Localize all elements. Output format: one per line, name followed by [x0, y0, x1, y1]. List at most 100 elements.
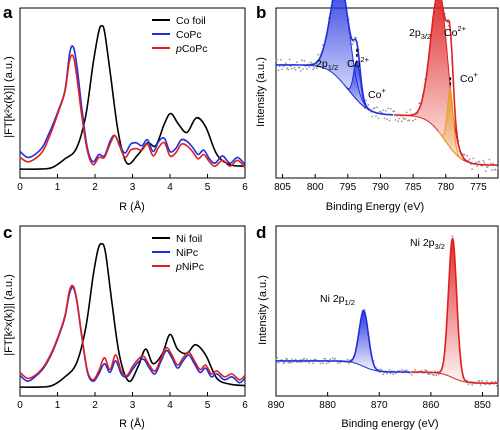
panel-d-xtick-label: 890 — [268, 400, 285, 411]
panel-b-data-point — [490, 169, 493, 171]
panel-d-peak-component — [435, 237, 470, 384]
panel-b-data-point — [486, 166, 488, 169]
panel-b-data-point — [489, 162, 492, 165]
panel-b-ylabel: Intensity (a.u.) — [255, 57, 267, 127]
panel-d-data-point — [346, 358, 349, 361]
panel-d-data-point — [405, 369, 408, 372]
annotation-co-plus-right: Co+ — [460, 70, 478, 85]
panel-b-data-point — [405, 111, 408, 114]
panel-b-data-point — [355, 36, 358, 39]
panel-d-data-point — [314, 358, 317, 361]
panel-b: 805 800 795 790 785 780 775 — [274, 0, 499, 193]
panel-b-data-point — [276, 58, 279, 61]
panel-c-legend-label: pNiPc — [175, 261, 204, 273]
panel-b-data-point — [285, 62, 287, 65]
panel-c-letter: c — [3, 223, 12, 242]
panel-b-data-point — [293, 66, 296, 69]
panel-b-data-point — [400, 120, 403, 123]
panel-d-data-point — [389, 372, 392, 375]
panel-b-data-point — [277, 69, 280, 72]
panel-b-data-point — [466, 154, 469, 157]
panel-c-series-line — [19, 242, 246, 388]
panel-d-data-point — [289, 361, 292, 364]
panel-a-letter: a — [3, 3, 13, 22]
panel-b-data-point — [388, 119, 391, 122]
panel-d: 890 880 870 860 850 — [268, 225, 499, 411]
panel-d-data-point — [471, 384, 473, 386]
panel-d-annotations: Ni 2p1/2 Ni 2p3/2 — [320, 237, 445, 307]
panel-a: 0 1 2 3 4 5 6 Co foil CoPc pCoPc — [17, 7, 248, 193]
panel-b-letter: b — [256, 3, 266, 22]
panel-d-data-point — [328, 361, 330, 364]
panel-d-data-point — [276, 357, 279, 360]
panel-b-envelope-high — [276, 0, 394, 116]
panel-d-data-point — [478, 380, 481, 382]
panel-d-data-point — [283, 361, 286, 364]
panel-b-data-point — [278, 65, 281, 68]
panel-b-data-point — [286, 67, 288, 70]
panel-d-data-point — [303, 357, 306, 360]
panel-b-xtick-label: 790 — [372, 182, 389, 193]
panel-d-xtick-label: 860 — [423, 400, 440, 411]
panel-d-xlabel: Binding energy (eV) — [341, 418, 438, 430]
panel-b-xtick-label: 780 — [437, 182, 454, 193]
panel-b-data-point — [282, 65, 285, 68]
annotation-2p12-co2plus: 2p1/2 Co2+ — [316, 55, 370, 72]
annotation-ni-2p12: Ni 2p1/2 — [320, 293, 355, 307]
panel-b-data-point — [291, 68, 293, 70]
panel-d-data-point — [394, 372, 397, 375]
panel-d-data-point — [336, 362, 339, 364]
panel-b-data-point — [371, 115, 374, 118]
panel-d-data-point — [433, 374, 435, 377]
panel-d-data-point — [379, 368, 382, 371]
panel-c-xtick-label: 4 — [167, 400, 173, 411]
panel-d-data-point — [467, 383, 470, 386]
annotation-ni-2p32: Ni 2p3/2 — [410, 237, 445, 251]
panel-a-xtick-label: 4 — [167, 182, 173, 193]
panel-c-xtick-label: 0 — [17, 400, 23, 411]
panel-c-legend-label: NiPc — [176, 247, 198, 259]
panel-b-data-point — [463, 153, 466, 156]
panel-d-data-point — [319, 362, 322, 365]
panel-d-data-point — [294, 358, 297, 361]
panel-c-legend-label: Ni foil — [176, 233, 202, 245]
panel-b-data-point — [472, 157, 475, 160]
panel-b-data-point — [308, 66, 311, 68]
panel-b-data-point — [404, 117, 407, 120]
panel-a-xtick-label: 2 — [92, 182, 98, 193]
panel-d-data-point — [339, 361, 341, 364]
panel-c-xtick-label: 5 — [205, 400, 211, 411]
panel-a-xtick-label: 0 — [17, 182, 23, 193]
panel-a-legend-label: CoPc — [176, 29, 202, 41]
panel-b-data-point — [302, 68, 304, 70]
panel-d-data-point — [429, 373, 432, 375]
panel-c-xtick-label: 6 — [242, 400, 248, 411]
panel-d-data-point — [382, 373, 385, 376]
panel-b-data-point — [305, 68, 308, 70]
panel-a-xlabel: R (Å) — [119, 200, 145, 213]
panel-d-data-point — [400, 368, 403, 371]
panel-b-xtick-label: 775 — [470, 182, 487, 193]
panel-b-data-point — [476, 165, 478, 168]
panel-d-data-point — [481, 379, 483, 382]
panel-b-data-point — [372, 107, 375, 110]
panel-b-xtick-label: 800 — [307, 182, 324, 193]
panel-b-xtick-label: 795 — [339, 182, 356, 193]
panel-b-data-point — [389, 107, 392, 110]
panel-d-data-point — [386, 372, 388, 375]
panel-b-data-point — [397, 120, 399, 123]
panel-b-data-point — [367, 103, 370, 106]
panel-b-data-point — [412, 119, 414, 122]
panel-d-ylabel: Intensity (a.u.) — [257, 275, 269, 345]
panel-d-data-point — [325, 362, 328, 365]
panel-d-data-point — [486, 380, 488, 382]
panel-c: 0 1 2 3 4 5 6 Ni foil NiPc pNiPc — [17, 225, 248, 411]
panel-d-data-point — [331, 357, 334, 360]
panel-d-data-point — [435, 374, 438, 377]
panel-b-data-point — [409, 108, 412, 111]
panel-b-data-point — [289, 65, 292, 68]
panel-d-data-point — [428, 373, 430, 375]
panel-c-series-line — [19, 284, 246, 381]
panel-b-data-point — [414, 118, 417, 121]
